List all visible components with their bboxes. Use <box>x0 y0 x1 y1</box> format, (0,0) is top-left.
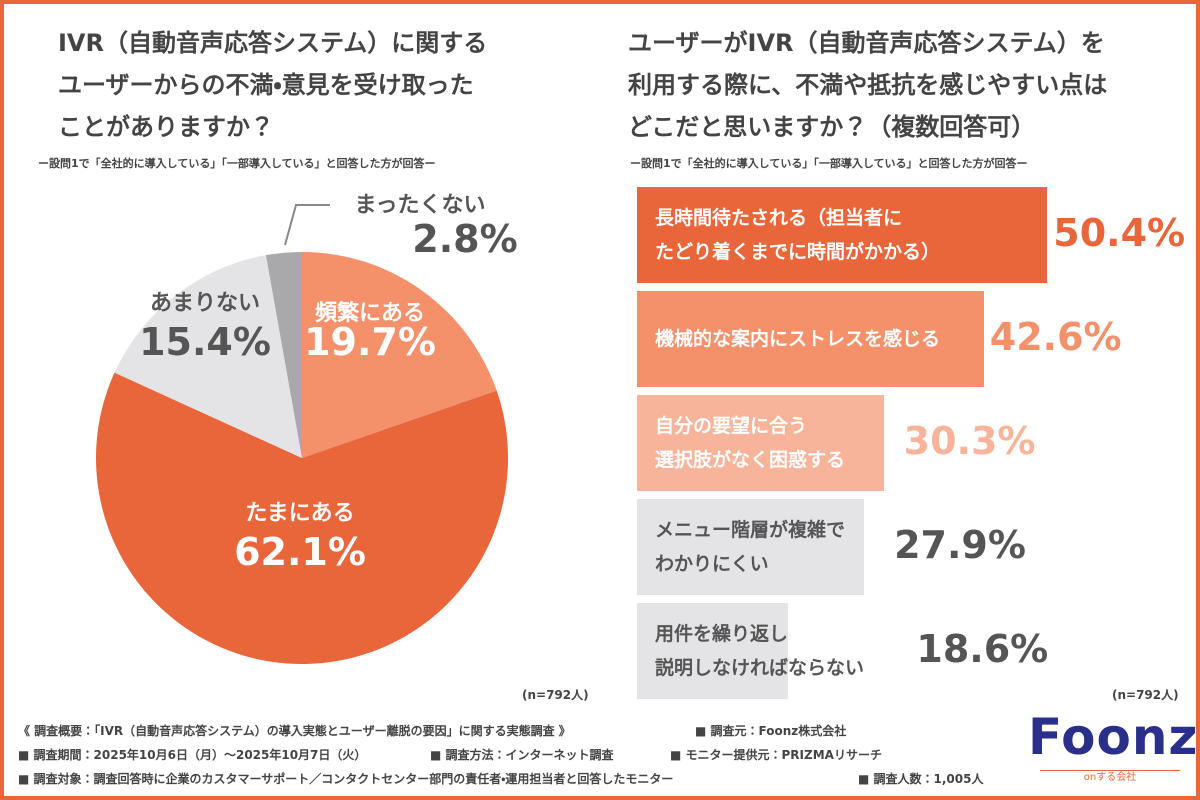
pie-title: IVR（自動音声応答システム）に関する ユーザーからの不満・意見を受け取った こ… <box>58 29 488 141</box>
bar-value: 50.4% <box>1053 211 1186 255</box>
bar-value: 27.9% <box>894 523 1026 567</box>
footer-item: ■ 調査対象：調査回答時に企業のカスタマーサポート／コンタクトセンター部門の責任… <box>18 772 674 786</box>
bar-value: 42.6% <box>989 315 1122 359</box>
bar-note: (n=792人) <box>1112 688 1179 702</box>
slice-value: 15.4% <box>139 320 271 364</box>
footer-item: ■ 調査人数：1,005人 <box>858 772 984 786</box>
bar-value: 18.6% <box>916 627 1049 671</box>
slice-label: たまにある <box>245 501 354 526</box>
pie-slice <box>302 252 497 458</box>
slice-value: 2.8% <box>412 217 517 261</box>
footer-summary: 《 調査概要：「IVR（自動音声応答システム）の導入実態とユーザー離脱の要因」に… <box>18 724 571 738</box>
footer-item: ■ モニター提供元：PRIZMAリサーチ <box>670 748 882 762</box>
bar-title: ユーザーがIVR（自動音声応答システム）を 利用する際に、不満や抵抗を感じやすい… <box>628 29 1108 141</box>
bar <box>637 603 789 699</box>
bar-label: 長時間待たされる（担当者に たどり着くまでに時間がかかる） <box>655 207 941 263</box>
bar-label: 機械的な案内にストレスを感じる <box>655 328 941 350</box>
pie-subtitle: ー設問1で「全社的に導入している」「一部導入している」と回答した方が回答ー <box>38 157 436 170</box>
logo: Foonz <box>1028 708 1199 766</box>
pie-note: (n=792人) <box>522 688 589 702</box>
bar <box>637 187 1048 283</box>
footer-item: ■ 調査期間：2025年10月6日（月）〜2025年10月7日（火） <box>18 748 367 762</box>
bar-value: 30.3% <box>903 419 1036 463</box>
bar-label: 用件を繰り返し 説明しなければならない <box>655 623 865 679</box>
footer-item: ■ 調査方法：インターネット調査 <box>430 748 614 762</box>
slice-label: あまりない <box>150 291 260 316</box>
slice-value: 62.1% <box>234 530 366 574</box>
footer-item: ■ 調査元：Foonz株式会社 <box>695 724 847 738</box>
pie-slice <box>96 372 508 664</box>
bar-label: メニュー階層が複雑で わかりにくい <box>655 519 846 575</box>
slice-value: 19.7% <box>304 320 436 364</box>
slice-label: まったくない <box>354 193 485 218</box>
logo-tagline: onする会社 <box>1040 770 1180 785</box>
bar-label: 自分の要望に合う 選択肢がなく困惑する <box>655 415 846 471</box>
pie-slice <box>265 252 302 458</box>
bar <box>637 291 984 387</box>
bar <box>637 395 884 491</box>
bar-chart: 長時間待たされる（担当者に たどり着くまでに時間がかかる） 50.4% 機械的な案内… <box>637 187 1186 699</box>
pie-slice <box>114 255 302 458</box>
leader-line <box>284 204 330 246</box>
slice-label: 頻繁にある <box>315 300 425 326</box>
bar-subtitle: ー設問1で「全社的に導入している」「一部導入している」と回答した方が回答ー <box>630 157 1028 170</box>
bar <box>637 499 865 595</box>
